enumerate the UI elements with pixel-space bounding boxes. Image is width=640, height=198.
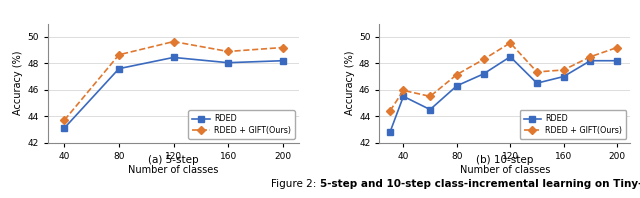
Legend: RDED, RDED + GIFT(Ours): RDED, RDED + GIFT(Ours) — [188, 110, 295, 139]
Y-axis label: Accuracy (%): Accuracy (%) — [13, 51, 23, 115]
Text: (a) 5-step: (a) 5-step — [148, 155, 199, 166]
Text: 5-step and 10-step class-incremental learning on Tiny-ImageNet on ResNet-18.: 5-step and 10-step class-incremental lea… — [320, 179, 640, 189]
Text: (b) 10-step: (b) 10-step — [476, 155, 534, 166]
Text: Figure 2:: Figure 2: — [271, 179, 320, 189]
X-axis label: Number of classes: Number of classes — [129, 165, 219, 175]
X-axis label: Number of classes: Number of classes — [460, 165, 550, 175]
Legend: RDED, RDED + GIFT(Ours): RDED, RDED + GIFT(Ours) — [520, 110, 627, 139]
Y-axis label: Accuracy (%): Accuracy (%) — [345, 51, 355, 115]
